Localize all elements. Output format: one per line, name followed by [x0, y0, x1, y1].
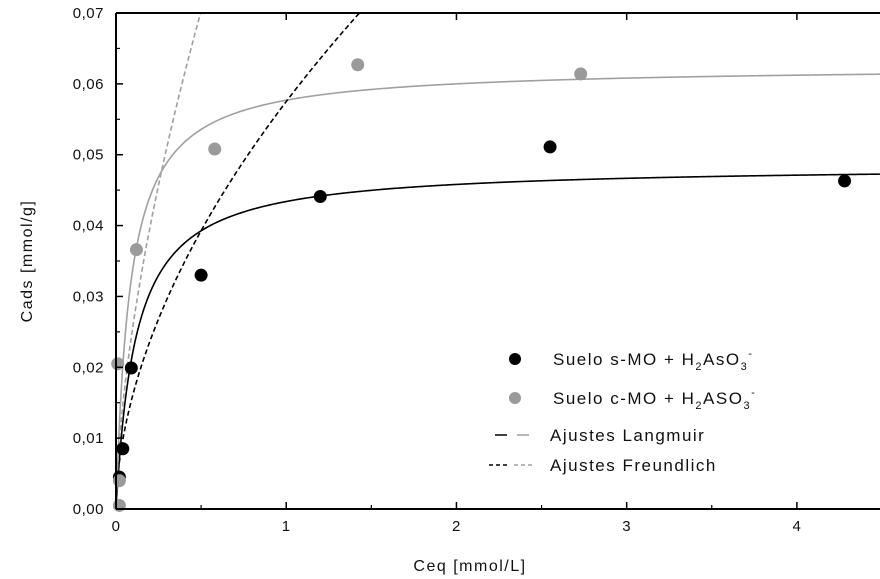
y-tick-label: 0,05	[73, 147, 104, 164]
data-point-series-1	[194, 268, 208, 282]
y-axis-title: Cads [mmol/g]	[19, 200, 36, 323]
data-point-series-2	[129, 243, 143, 257]
y-tick-label: 0,00	[73, 501, 104, 518]
x-tick-label: 2	[452, 518, 461, 535]
data-points	[111, 58, 852, 512]
data-point-series-2	[112, 474, 126, 488]
y-tick-label: 0,07	[73, 5, 104, 22]
fit-curves	[116, 13, 880, 508]
data-point-series-1	[838, 174, 852, 188]
data-point-series-2	[208, 142, 222, 156]
x-tick-label: 4	[792, 518, 801, 535]
data-point-series-2	[574, 67, 588, 81]
x-axis-title: Ceq [mmol/L]	[413, 558, 526, 575]
legend-label-series-2: Suelo c-MO + H2ASO3-	[553, 387, 756, 412]
data-point-series-1	[116, 442, 130, 456]
langmuir-fit-curve	[116, 73, 880, 507]
legend-label-langmuir: Ajustes Langmuir	[550, 426, 705, 445]
legend-marker-series-1	[509, 353, 521, 365]
data-point-series-2	[112, 498, 126, 512]
y-tick-label: 0,02	[73, 359, 104, 376]
ticks: 0 1 2 3 4 0,00 0,01 0,02 0,03 0,04 0,05 0,06 0,07	[73, 5, 801, 535]
freundlich-fit-curve	[116, 13, 361, 503]
data-point-series-2	[351, 58, 365, 72]
langmuir-fit-curve	[116, 173, 880, 508]
data-point-series-2	[111, 357, 125, 371]
x-tick-label: 1	[282, 518, 291, 535]
legend-label-series-1: Suelo s-MO + H2AsO3-	[553, 348, 753, 373]
x-tick-label: 3	[622, 518, 631, 535]
data-point-series-1	[313, 190, 327, 204]
y-tick-label: 0,06	[73, 76, 104, 93]
y-tick-label: 0,01	[73, 430, 104, 447]
legend: Suelo s-MO + H2AsO3- Suelo c-MO + H2ASO3…	[489, 348, 756, 475]
data-point-series-1	[543, 140, 557, 154]
x-tick-label: 0	[112, 518, 121, 535]
y-tick-label: 0,03	[73, 288, 104, 305]
data-point-series-1	[124, 361, 138, 375]
y-tick-label: 0,04	[73, 218, 104, 235]
legend-marker-series-2	[509, 392, 521, 404]
legend-label-freundlich: Ajustes Freundlich	[550, 456, 717, 475]
